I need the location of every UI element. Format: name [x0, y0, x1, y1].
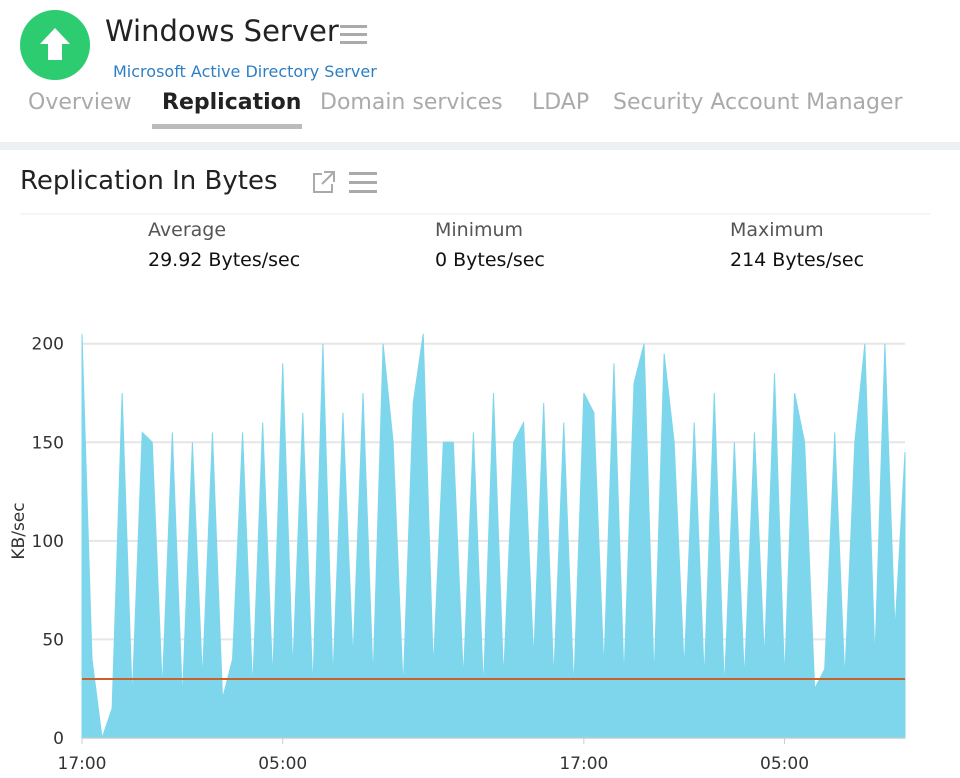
chart: 0 50 100 150 200 17:00 05:00 17:00 05:00 KB/sec: [9, 333, 906, 774]
stat-label: Minimum: [435, 219, 524, 241]
area: [81, 333, 906, 739]
x-tick-label: 05:00: [258, 754, 307, 774]
tab[interactable]: LDAP: [532, 90, 590, 115]
stat-value: 29.92 Bytes/sec: [148, 249, 301, 271]
y-tick-label: 150: [32, 433, 64, 453]
tab[interactable]: Replication: [162, 90, 302, 115]
separator: [0, 142, 960, 150]
y-axis-label: KB/sec: [9, 502, 29, 559]
y-tick-label: 50: [42, 630, 64, 650]
x-tick-label: 17:00: [559, 754, 608, 774]
menu-icon[interactable]: [340, 25, 367, 44]
app-title: Windows Server: [105, 14, 339, 48]
y-tick-label: 200: [32, 335, 64, 355]
app-subtitle: Microsoft Active Directory Server: [113, 62, 377, 81]
tab-underline: [152, 124, 302, 129]
open-icon[interactable]: [313, 171, 335, 193]
stat-label: Maximum: [730, 219, 824, 241]
tab[interactable]: Overview: [28, 90, 132, 115]
x-tick-label: 17:00: [58, 754, 107, 774]
y-tick-label: 100: [32, 532, 64, 552]
y-tick-label: 0: [53, 729, 64, 749]
tab[interactable]: Domain services: [320, 90, 503, 115]
tab[interactable]: Security Account Manager: [613, 90, 903, 115]
card-menu-icon[interactable]: [349, 172, 377, 193]
card-title: Replication In Bytes: [20, 166, 278, 196]
x-tick-label: 05:00: [760, 754, 809, 774]
stat-value: 0 Bytes/sec: [435, 249, 545, 271]
stat-label: Average: [148, 219, 227, 241]
stat-value: 214 Bytes/sec: [730, 249, 865, 271]
app-icon-arrow: [40, 28, 70, 60]
